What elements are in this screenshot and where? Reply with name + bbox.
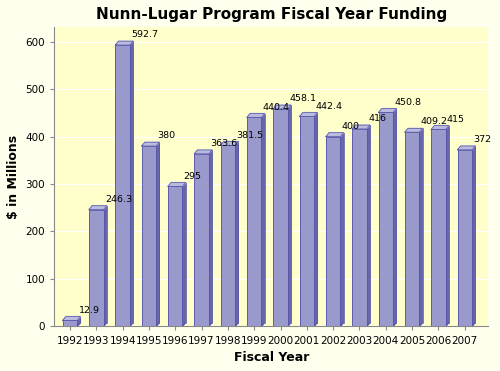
Polygon shape [235,141,238,326]
FancyBboxPatch shape [378,112,393,326]
Text: 450.8: 450.8 [394,98,421,107]
Polygon shape [89,206,106,210]
FancyBboxPatch shape [220,145,235,326]
Polygon shape [274,105,291,109]
FancyBboxPatch shape [274,109,287,326]
FancyBboxPatch shape [352,129,366,326]
Polygon shape [130,41,133,326]
Polygon shape [352,125,370,129]
Polygon shape [420,128,422,326]
FancyBboxPatch shape [405,132,419,326]
Polygon shape [472,146,475,326]
Polygon shape [314,112,317,326]
Polygon shape [116,41,133,45]
Polygon shape [142,142,160,146]
Text: 246.3: 246.3 [105,195,132,204]
FancyBboxPatch shape [326,137,340,326]
Polygon shape [247,114,264,117]
Text: 458.1: 458.1 [289,94,316,103]
FancyBboxPatch shape [300,116,314,326]
Text: 295: 295 [184,172,202,181]
Polygon shape [431,126,449,129]
X-axis label: Fiscal Year: Fiscal Year [234,351,309,364]
FancyBboxPatch shape [168,186,182,326]
Text: 409.2: 409.2 [420,118,448,127]
Y-axis label: $ in Millions: $ in Millions [7,135,20,219]
Polygon shape [220,141,238,145]
Text: 416: 416 [368,114,386,123]
FancyBboxPatch shape [142,146,156,326]
FancyBboxPatch shape [89,210,104,326]
FancyBboxPatch shape [194,154,209,326]
Polygon shape [62,316,80,320]
Polygon shape [326,133,344,137]
Polygon shape [182,183,186,326]
Polygon shape [168,183,186,186]
Polygon shape [393,109,396,326]
Polygon shape [300,112,317,116]
FancyBboxPatch shape [116,45,130,326]
Text: 400: 400 [342,122,359,131]
Polygon shape [378,109,396,112]
Text: 363.6: 363.6 [210,139,238,148]
Polygon shape [288,105,291,326]
Title: Nunn-Lugar Program Fiscal Year Funding: Nunn-Lugar Program Fiscal Year Funding [96,7,447,22]
Text: 442.4: 442.4 [316,102,342,111]
FancyBboxPatch shape [62,320,77,326]
Polygon shape [366,125,370,326]
FancyBboxPatch shape [431,129,446,326]
Polygon shape [77,316,80,326]
Text: 440.4: 440.4 [262,103,289,112]
Text: 12.9: 12.9 [78,306,100,315]
Polygon shape [340,133,344,326]
Polygon shape [458,146,475,150]
Text: 592.7: 592.7 [131,30,158,39]
FancyBboxPatch shape [458,150,472,326]
Polygon shape [446,126,449,326]
Text: 381.5: 381.5 [236,131,264,139]
Polygon shape [209,150,212,326]
Text: 380: 380 [158,131,176,140]
Text: 372: 372 [474,135,492,144]
Text: 415: 415 [447,115,465,124]
Polygon shape [194,150,212,154]
Polygon shape [405,128,422,132]
Polygon shape [156,142,160,326]
Polygon shape [262,114,264,326]
Polygon shape [104,206,106,326]
FancyBboxPatch shape [247,117,262,326]
